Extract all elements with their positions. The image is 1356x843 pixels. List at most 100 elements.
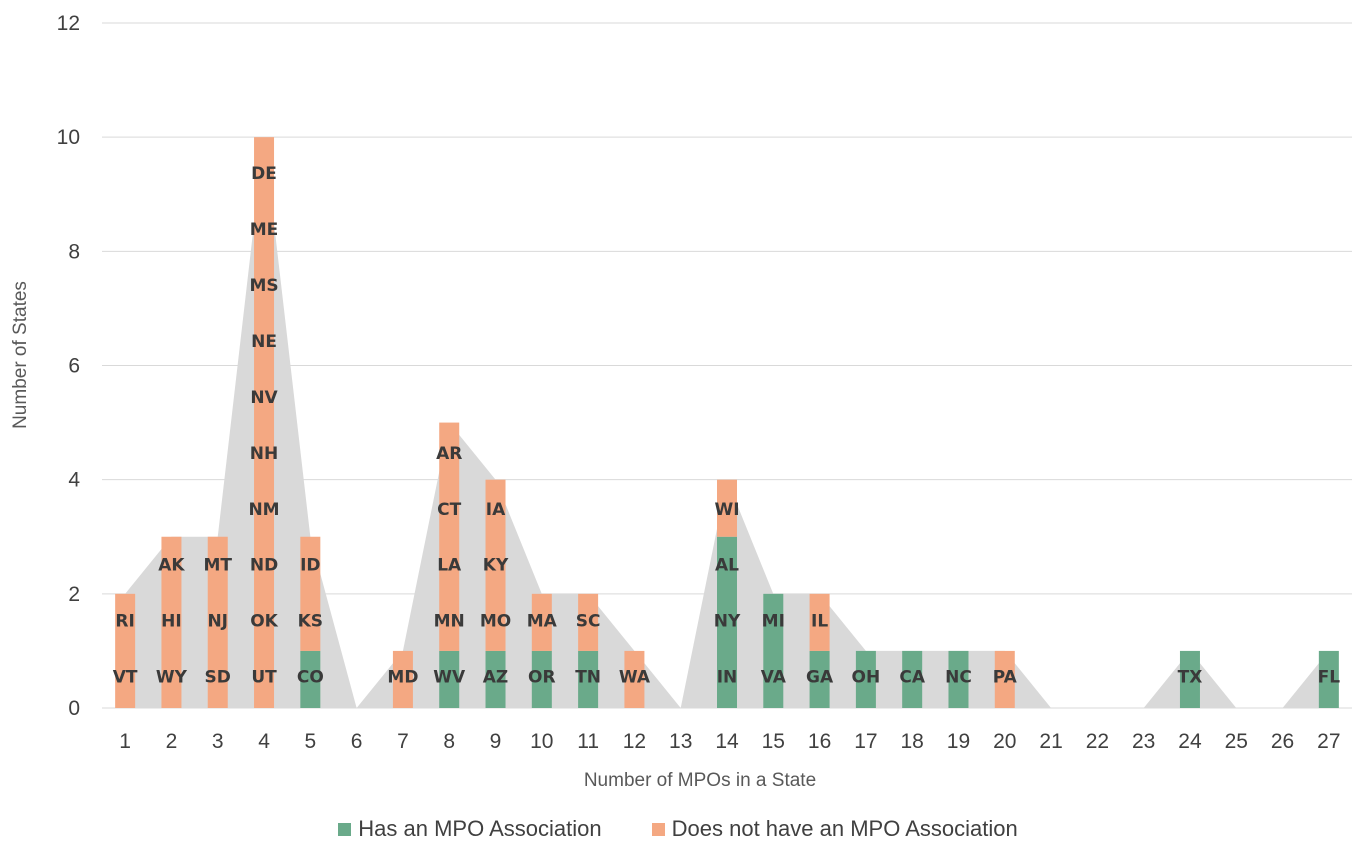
legend-swatch-no-association — [651, 822, 665, 836]
state-label: NH — [250, 444, 278, 464]
total-area-shape — [125, 137, 1329, 708]
state-label: OK — [250, 612, 278, 632]
bar-no-association — [809, 593, 830, 651]
y-axis-title: Number of States — [10, 281, 31, 429]
state-label: KY — [483, 556, 509, 576]
state-label: SC — [576, 612, 601, 632]
bar-no-association — [531, 593, 552, 651]
state-label: MI — [762, 612, 785, 632]
y-tick-label: 6 — [68, 355, 80, 378]
legend-item-no-association: Does not have an MPO Association — [651, 816, 1018, 842]
state-label: NM — [248, 500, 279, 520]
state-label: LA — [437, 556, 462, 576]
legend-swatch-has-association — [338, 822, 352, 836]
x-tick-label: 19 — [947, 730, 970, 753]
state-label: PA — [993, 668, 1018, 688]
x-tick-label: 20 — [993, 730, 1016, 753]
bar-no-association — [115, 593, 136, 708]
state-label: HI — [161, 612, 182, 632]
state-label: RI — [115, 612, 134, 632]
x-tick-label: 4 — [258, 730, 270, 753]
x-tick-label: 3 — [212, 730, 224, 753]
x-tick-label: 18 — [901, 730, 924, 753]
state-label: SD — [205, 668, 231, 688]
bar-no-association — [300, 536, 321, 651]
x-tick-label: 21 — [1039, 730, 1062, 753]
bars — [115, 137, 1339, 708]
bar-no-association — [254, 137, 275, 708]
x-tick-label: 1 — [119, 730, 131, 753]
bar-has-association — [948, 650, 969, 708]
state-label: MD — [387, 668, 418, 688]
state-label: NC — [945, 668, 972, 688]
state-label: MS — [249, 276, 278, 296]
bar-has-association — [717, 536, 737, 708]
legend-item-has-association: Has an MPO Association — [338, 816, 602, 842]
x-axis-title: Number of MPOs in a State — [584, 770, 816, 791]
y-tick-label: 8 — [68, 240, 80, 263]
state-label: IN — [717, 668, 738, 688]
bar-has-association — [1179, 650, 1200, 708]
state-label: WA — [619, 668, 651, 688]
x-tick-label: 24 — [1178, 730, 1202, 753]
state-label: NY — [714, 612, 741, 632]
state-label: MT — [203, 556, 232, 576]
state-label: ME — [250, 220, 279, 240]
bar-has-association — [1318, 650, 1339, 708]
bar-no-association — [624, 650, 645, 708]
bar-has-association — [531, 650, 552, 708]
x-tick-label: 23 — [1132, 730, 1155, 753]
x-tick-label: 27 — [1317, 730, 1340, 753]
bar-no-association — [392, 650, 413, 708]
state-label: MA — [527, 612, 558, 632]
x-tick-label: 26 — [1271, 730, 1294, 753]
x-tick-label: 25 — [1225, 730, 1248, 753]
legend: Has an MPO Association Does not have an … — [0, 816, 1356, 842]
x-tick-label: 7 — [397, 730, 409, 753]
state-label: ND — [250, 556, 278, 576]
bar-has-association — [809, 650, 830, 708]
state-label: WV — [433, 668, 466, 688]
state-label: ID — [300, 556, 320, 576]
state-label: DE — [251, 164, 277, 184]
x-tick-labels: 1 2 3 4 5 6 7 8 9 10 11 12 13 14 15 16 17 18 19 20 21 22 23 24 2… — [119, 730, 1340, 753]
state-label: OH — [852, 668, 881, 688]
legend-label-has-association: Has an MPO Association — [358, 816, 602, 841]
x-tick-label: 10 — [530, 730, 553, 753]
state-label: KS — [298, 612, 323, 632]
y-tick-labels: 0 2 4 6 8 10 12 — [57, 12, 81, 720]
y-tick-label: 0 — [68, 697, 80, 720]
state-label: VA — [761, 668, 787, 688]
state-label: IA — [486, 500, 506, 520]
x-tick-label: 12 — [623, 730, 646, 753]
state-label: WI — [714, 500, 739, 520]
state-label: AR — [436, 444, 462, 464]
x-tick-label: 2 — [166, 730, 178, 753]
state-label: MN — [434, 612, 465, 632]
bar-has-association — [902, 650, 923, 708]
bar-has-association — [763, 593, 784, 708]
x-tick-label: 15 — [762, 730, 785, 753]
state-label: AZ — [483, 668, 508, 688]
bar-no-association — [161, 536, 182, 708]
state-label: WY — [156, 668, 188, 688]
bar-no-association — [207, 536, 228, 708]
state-label: IL — [811, 612, 828, 632]
bar-no-association — [717, 479, 737, 537]
state-labels: VT RI WY HI AK SD NJ MT UT OK ND NM NH NV NE MS ME DE CO KS… — [113, 164, 1340, 687]
x-tick-label: 5 — [304, 730, 316, 753]
y-tick-label: 4 — [68, 469, 80, 492]
bar-has-association — [855, 650, 876, 708]
state-label: CA — [899, 668, 925, 688]
state-label: NE — [251, 332, 277, 352]
x-tick-label: 11 — [577, 730, 599, 753]
state-label: AK — [158, 556, 185, 576]
state-label: TN — [575, 668, 601, 688]
state-label: UT — [251, 668, 277, 688]
bar-no-association — [994, 650, 1015, 708]
y-tick-label: 2 — [68, 583, 80, 606]
legend-label-no-association: Does not have an MPO Association — [671, 816, 1018, 841]
state-label: NJ — [207, 612, 228, 632]
x-tick-label: 9 — [490, 730, 502, 753]
total-area — [125, 137, 1329, 708]
